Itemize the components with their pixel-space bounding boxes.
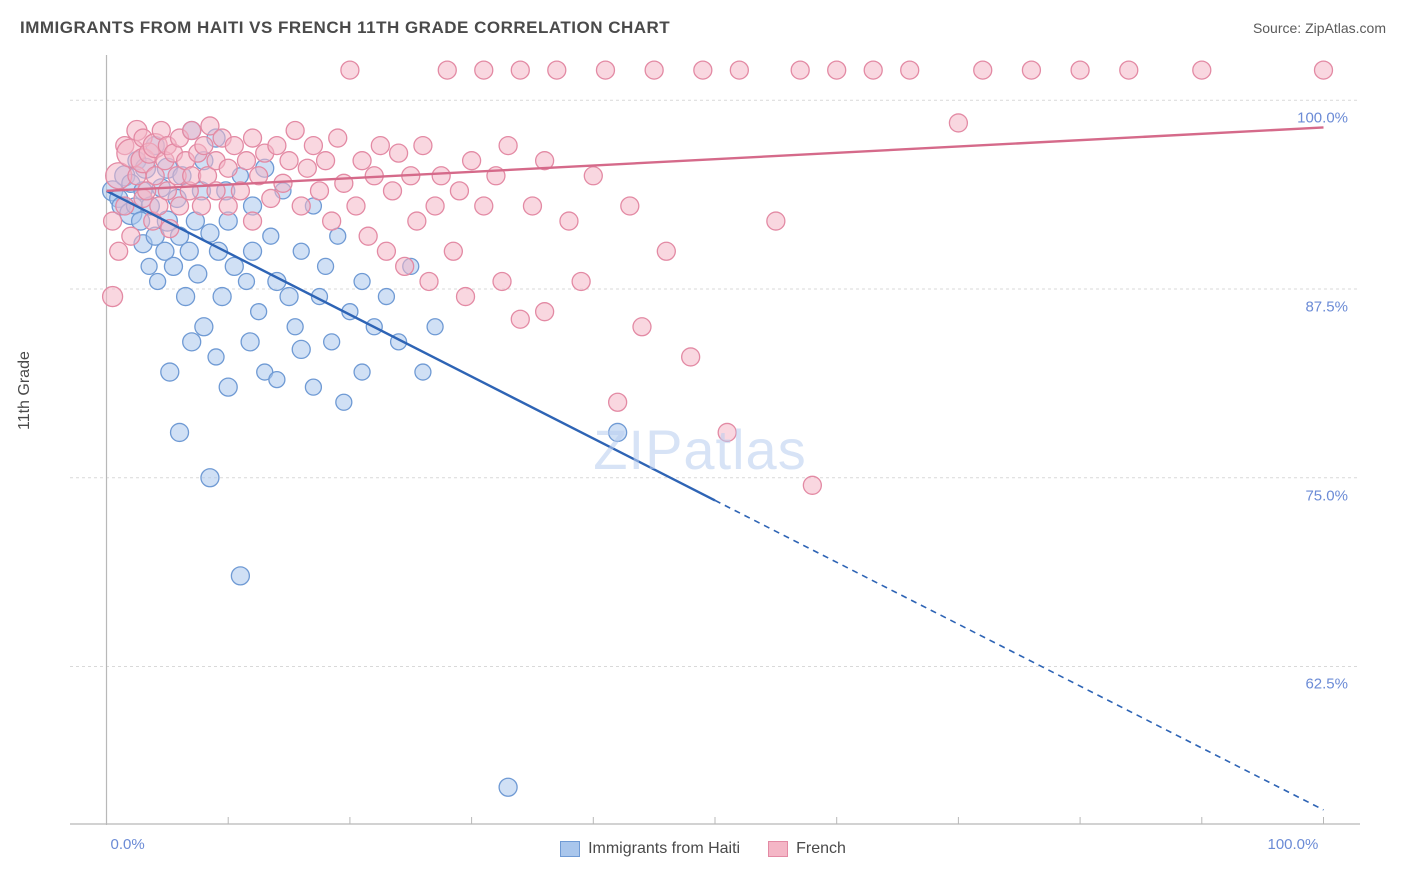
y-tick-label: 87.5%	[1305, 299, 1348, 316]
chart-title: IMMIGRANTS FROM HAITI VS FRENCH 11TH GRA…	[20, 18, 670, 38]
legend-swatch	[560, 841, 580, 857]
chart-plot-area: ZIPatlas 62.5%75.0%87.5%100.0% 0.0%100.0…	[70, 55, 1360, 825]
legend-bottom: Immigrants from Haiti French	[0, 840, 1406, 858]
legend-label: French	[796, 840, 846, 858]
y-axis-label: 11th Grade	[16, 351, 34, 430]
chart-header: IMMIGRANTS FROM HAITI VS FRENCH 11TH GRA…	[20, 18, 1386, 38]
scatter-svg	[70, 55, 1360, 825]
chart-source: Source: ZipAtlas.com	[1253, 20, 1386, 36]
legend-label: Immigrants from Haiti	[588, 840, 740, 858]
y-tick-label: 62.5%	[1305, 676, 1348, 693]
source-prefix: Source:	[1253, 20, 1305, 36]
legend-swatch	[768, 841, 788, 857]
y-tick-label: 75.0%	[1305, 487, 1348, 504]
source-name: ZipAtlas.com	[1305, 20, 1386, 36]
legend-item: French	[768, 840, 846, 858]
legend-item: Immigrants from Haiti	[560, 840, 740, 858]
y-tick-label: 100.0%	[1297, 110, 1348, 127]
